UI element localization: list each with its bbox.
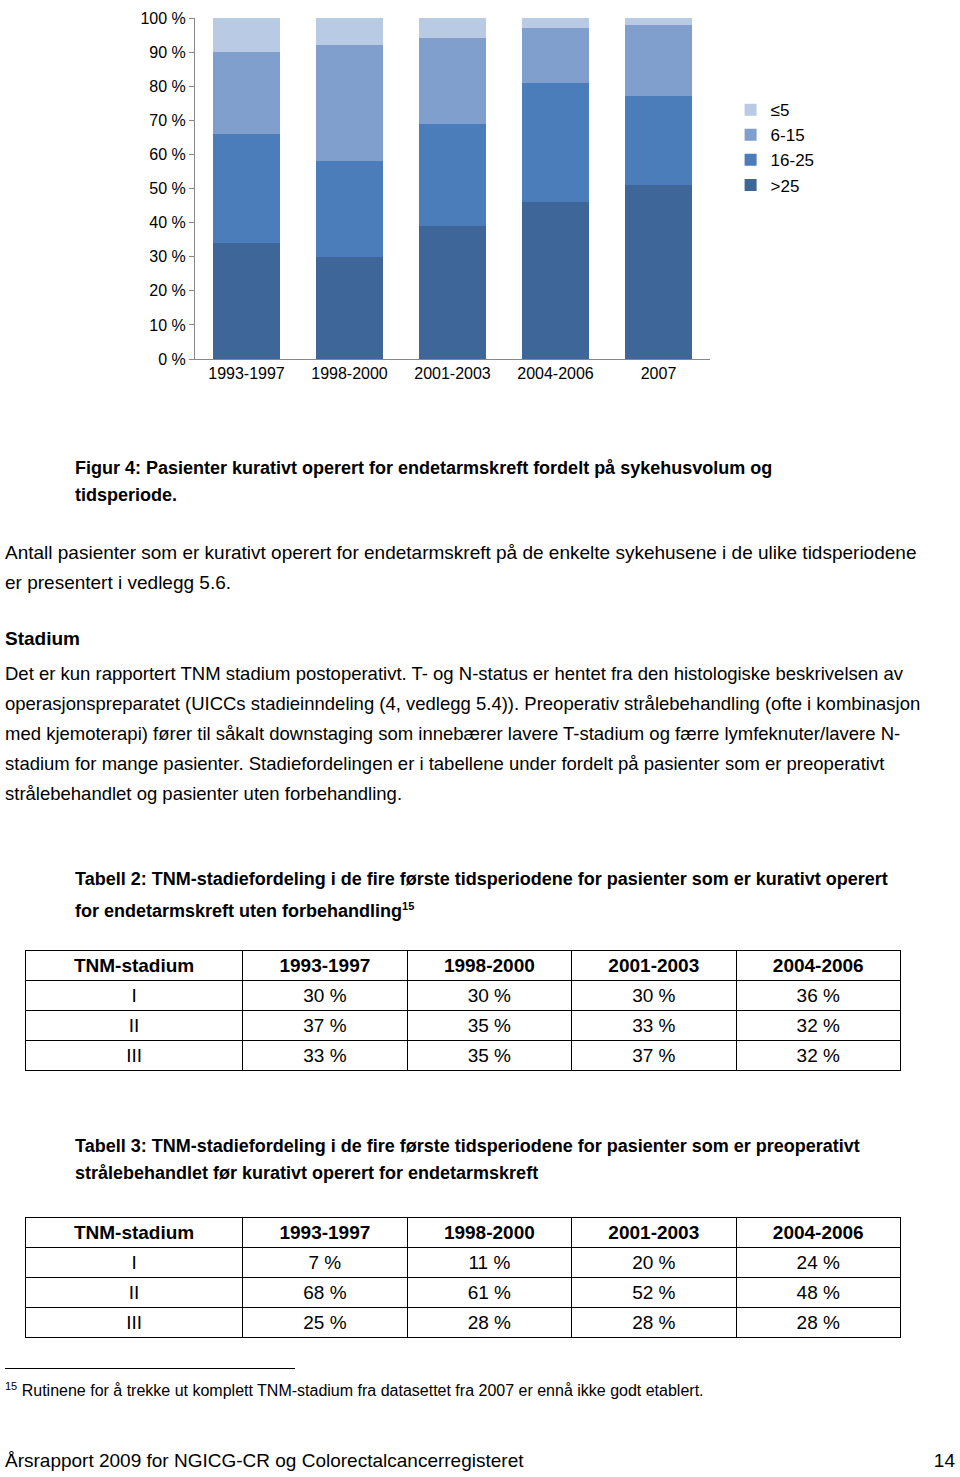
html-text:7 %: 7 %	[308, 1251, 342, 1273]
html-text:68 %: 68 %	[303, 1281, 347, 1303]
svg-text:30 %: 30 %	[149, 248, 185, 265]
svg-text:90 %: 90 %	[149, 44, 185, 61]
svg-text:0 %: 0 %	[158, 351, 186, 368]
svg-text:>25: >25	[771, 177, 800, 196]
svg-text:50 %: 50 %	[149, 180, 185, 197]
svg-text:≤5: ≤5	[771, 101, 790, 120]
svg-text:1998-2000: 1998-2000	[311, 365, 388, 382]
svg-text:20 %: 20 %	[149, 282, 185, 299]
svg-text:2004-2006: 2004-2006	[517, 365, 594, 382]
html-text:33 %: 33 %	[632, 1014, 676, 1036]
html-text:14: 14	[933, 1450, 955, 1471]
html-text:30 %: 30 %	[467, 984, 511, 1006]
html-text:1998-2000: 1998-2000	[443, 954, 535, 976]
svg-text:10 %: 10 %	[149, 317, 185, 334]
svg-text:2001-2003: 2001-2003	[414, 365, 491, 382]
html-text:II: II	[128, 1281, 140, 1303]
html-text:15Rutinene for å trekke ut kom: 15Rutinene for å trekke ut komplett TNM-…	[5, 1380, 704, 1400]
html-text:28 %: 28 %	[632, 1311, 676, 1333]
html-text:TNM-stadium: TNM-stadium	[73, 954, 195, 976]
html-text:II: II	[128, 1014, 140, 1036]
html-text:Tabell 3: TNM-stadiefordeling: Tabell 3: TNM-stadiefordeling i de fire …	[75, 1136, 860, 1183]
html-text:III: III	[126, 1044, 142, 1066]
html-text:37 %: 37 %	[632, 1044, 676, 1066]
html-text:33 %: 33 %	[303, 1044, 347, 1066]
html-text:25 %: 25 %	[303, 1311, 347, 1333]
html-text:Stadium: Stadium	[5, 628, 80, 649]
html-text:1993-1997: 1993-1997	[279, 954, 371, 976]
svg-text:100 %: 100 %	[140, 10, 185, 27]
html-text:Figur 4: Pasienter kurativt op: Figur 4: Pasienter kurativt operert for …	[75, 458, 773, 505]
html-text:61 %: 61 %	[467, 1281, 511, 1303]
html-text:37 %: 37 %	[303, 1014, 347, 1036]
html-text:28 %: 28 %	[467, 1311, 511, 1333]
html-text:1993-1997: 1993-1997	[279, 1221, 371, 1243]
svg-text:40 %: 40 %	[149, 214, 185, 231]
html-text:1998-2000: 1998-2000	[443, 1221, 535, 1243]
html-text:35 %: 35 %	[467, 1014, 511, 1036]
html-text:32 %: 32 %	[796, 1044, 840, 1066]
svg-text:1993-1997: 1993-1997	[208, 365, 285, 382]
html-text:30 %: 30 %	[303, 984, 347, 1006]
html-text:Det er kun rapportert TNM stad: Det er kun rapportert TNM stadium postop…	[5, 663, 921, 804]
html-text:2001-2003: 2001-2003	[608, 954, 700, 976]
html-text:2004-2006: 2004-2006	[772, 954, 864, 976]
svg-text:80 %: 80 %	[149, 78, 185, 95]
html-text:I: I	[131, 984, 137, 1006]
html-text:32 %: 32 %	[796, 1014, 840, 1036]
svg-text:70 %: 70 %	[149, 112, 185, 129]
html-text:35 %: 35 %	[467, 1044, 511, 1066]
html-text:2004-2006: 2004-2006	[772, 1221, 864, 1243]
html-text:Tabell 2: TNM-stadiefordeling: Tabell 2: TNM-stadiefordeling i de fire …	[75, 869, 888, 921]
svg-text:16-25: 16-25	[771, 151, 814, 170]
html-text:52 %: 52 %	[632, 1281, 676, 1303]
html-text:28 %: 28 %	[796, 1311, 840, 1333]
svg-text:60 %: 60 %	[149, 146, 185, 163]
html-text:2001-2003: 2001-2003	[608, 1221, 700, 1243]
html-text:48 %: 48 %	[796, 1281, 840, 1303]
html-text:24 %: 24 %	[796, 1251, 840, 1273]
html-text:11 %: 11 %	[468, 1251, 511, 1273]
html-text:I: I	[131, 1251, 137, 1273]
html-text:III: III	[126, 1311, 142, 1333]
html-text:Årsrapport 2009 for NGICG-CR o: Årsrapport 2009 for NGICG-CR og Colorect…	[5, 1450, 524, 1471]
html-text:36 %: 36 %	[796, 984, 840, 1006]
svg-text:6-15: 6-15	[771, 126, 805, 145]
svg-text:2007: 2007	[641, 365, 677, 382]
html-text:30 %: 30 %	[632, 984, 676, 1006]
html-text:TNM-stadium: TNM-stadium	[73, 1221, 195, 1243]
html-text:20 %: 20 %	[632, 1251, 676, 1273]
html-text:Antall pasienter som er kurati: Antall pasienter som er kurativt operert…	[5, 542, 917, 593]
